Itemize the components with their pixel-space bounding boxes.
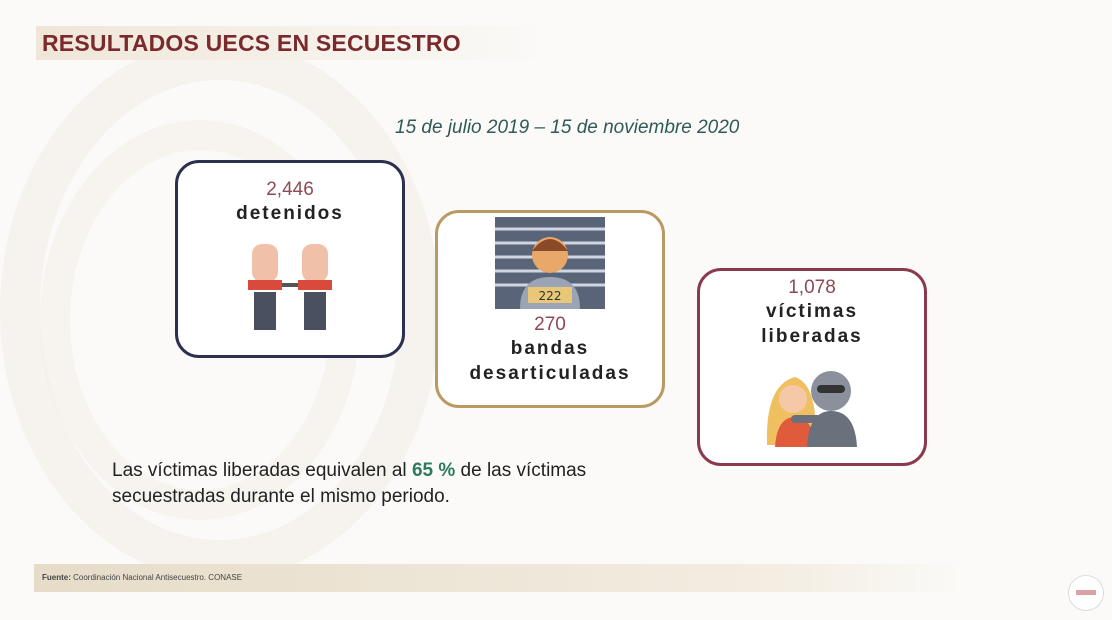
card-victimas: 1,078 víctimas liberadas — [697, 268, 927, 466]
period-subtitle: 15 de julio 2019 – 15 de noviembre 2020 — [395, 117, 740, 138]
card-label-line1: víctimas — [765, 301, 859, 322]
note-highlight: 65 % — [411, 460, 456, 481]
summary-note: Las víctimas liberadas equivalen al 65 %… — [112, 458, 592, 510]
card-value: 1,078 — [788, 277, 836, 298]
card-label-line2: liberadas — [761, 326, 863, 347]
card-label: detenidos — [236, 203, 344, 224]
card-label-line2: desarticuladas — [469, 363, 631, 384]
note-text: de las víctimas secuestradas durante el … — [112, 460, 587, 507]
source-label: Fuente: — [42, 573, 71, 582]
note-text: Las víctimas liberadas equivalen al — [112, 460, 412, 481]
title-bar — [36, 26, 556, 60]
card-value: 2,446 — [266, 179, 314, 200]
source-text: Coordinación Nacional Antisecuestro. CON… — [70, 573, 243, 582]
card-detenidos: 2,446 detenidos — [175, 160, 405, 358]
svg-text:222: 222 — [539, 289, 562, 303]
card-value: 270 — [534, 314, 566, 335]
kidnapper-hostage-icon — [766, 371, 857, 447]
handcuffed-hands-icon — [248, 244, 332, 330]
card-bandas: 222 270 bandas desarticuladas — [435, 210, 665, 408]
source-note: Fuente: Coordinación Nacional Antisecues… — [42, 573, 242, 582]
page-title: RESULTADOS UECS EN SECUESTRO — [42, 30, 461, 56]
card-label-line1: bandas — [510, 338, 590, 359]
footer-bar: Fuente: Coordinación Nacional Antisecues… — [34, 564, 964, 592]
government-logo — [1068, 575, 1104, 611]
prisoner-mugshot-icon: 222 — [495, 217, 605, 309]
